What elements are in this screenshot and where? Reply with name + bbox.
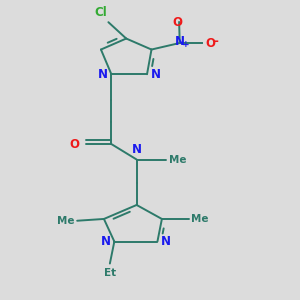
Text: N: N — [98, 68, 108, 81]
Text: Me: Me — [169, 154, 187, 164]
Text: Me: Me — [57, 216, 75, 226]
Text: N: N — [161, 235, 171, 248]
Text: -: - — [213, 35, 218, 48]
Text: O: O — [206, 37, 216, 50]
Text: N: N — [151, 68, 160, 81]
Text: Me: Me — [191, 214, 208, 224]
Text: O: O — [70, 138, 80, 151]
Text: +: + — [182, 40, 190, 49]
Text: N: N — [132, 143, 142, 156]
Text: N: N — [101, 235, 111, 248]
Text: O: O — [172, 16, 183, 29]
Text: N: N — [175, 35, 185, 48]
Text: Et: Et — [104, 268, 116, 278]
Text: Cl: Cl — [94, 6, 107, 19]
